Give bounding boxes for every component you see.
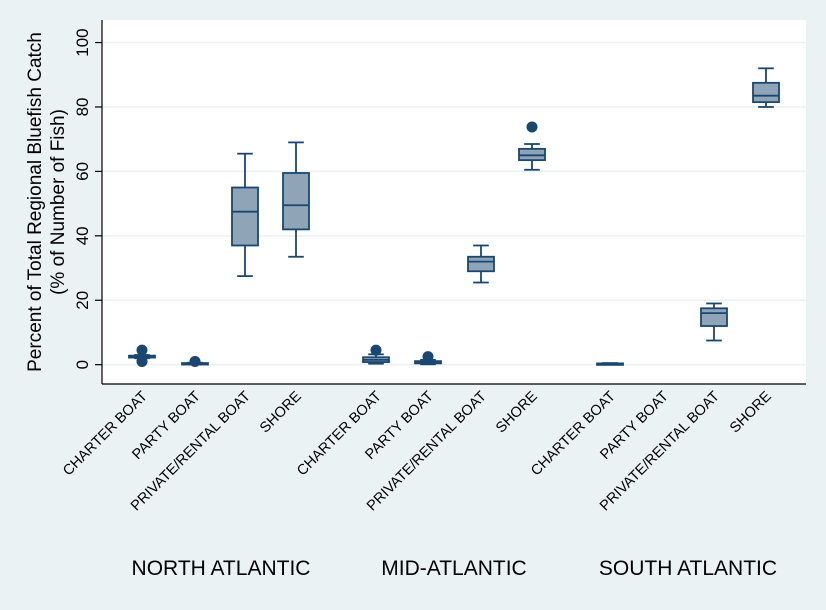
box-g2-shore: [752, 67, 780, 108]
x-tick-label-g1-shore: SHORE: [493, 388, 541, 436]
outlier-point-0: [422, 351, 434, 363]
box-g1-shore: [518, 121, 546, 171]
x-tick-label-g0-shore: SHORE: [257, 388, 305, 436]
outlier-point-0: [526, 121, 538, 133]
iqr-box: [467, 255, 495, 273]
x-tick-label-g0-charter-boat: CHARTER BOAT: [60, 388, 151, 479]
box-g0-private-rental-boat: [231, 152, 259, 277]
box-g2-charter-boat: [596, 362, 624, 366]
y-tick-label-0: 0: [73, 360, 92, 369]
y-axis-label-line2: (% of Number of Fish): [48, 109, 69, 295]
y-tick-label-40: 40: [73, 226, 92, 245]
group-label-1: MID-ATLANTIC: [381, 557, 526, 580]
y-tick-label-80: 80: [73, 98, 92, 117]
box-g0-charter-boat: [128, 344, 156, 367]
outlier-point-0: [189, 355, 201, 367]
group-label-0: NORTH ATLANTIC: [132, 557, 311, 580]
y-ticks: 0 20 40 60 80 100: [73, 28, 102, 369]
y-tick-label-20: 20: [73, 291, 92, 310]
gridlines: [102, 41, 806, 366]
box-g1-private-rental-boat: [467, 244, 495, 284]
box-g1-charter-boat: [362, 344, 390, 365]
x-tick-label-g1-charter-boat: CHARTER BOAT: [294, 388, 385, 479]
outlier-point-0: [370, 344, 382, 356]
outlier-point-0: [136, 344, 148, 356]
y-tick-label-60: 60: [73, 162, 92, 181]
boxes: [128, 67, 780, 367]
x-tick-label-g2-charter-boat: CHARTER BOAT: [528, 388, 619, 479]
x-tick-label-g2-shore: SHORE: [727, 388, 775, 436]
iqr-box: [752, 81, 780, 104]
plot-area: [102, 20, 806, 384]
outlier-point-1: [136, 355, 148, 367]
box-g0-party-boat: [181, 355, 209, 367]
iqr-box: [700, 307, 728, 327]
box-g2-private-rental-boat: [700, 302, 728, 342]
group-label-2: SOUTH ATLANTIC: [599, 557, 777, 580]
box-g0-shore: [282, 141, 310, 258]
group-labels: NORTH ATLANTIC MID-ATLANTIC SOUTH ATLANTIC: [132, 557, 778, 580]
iqr-box: [231, 186, 259, 247]
iqr-box: [282, 172, 310, 231]
y-axis-label-line1: Percent of Total Regional Bluefish Catch: [25, 32, 46, 372]
box-g1-party-boat: [414, 351, 442, 366]
y-tick-label-100: 100: [73, 28, 92, 56]
